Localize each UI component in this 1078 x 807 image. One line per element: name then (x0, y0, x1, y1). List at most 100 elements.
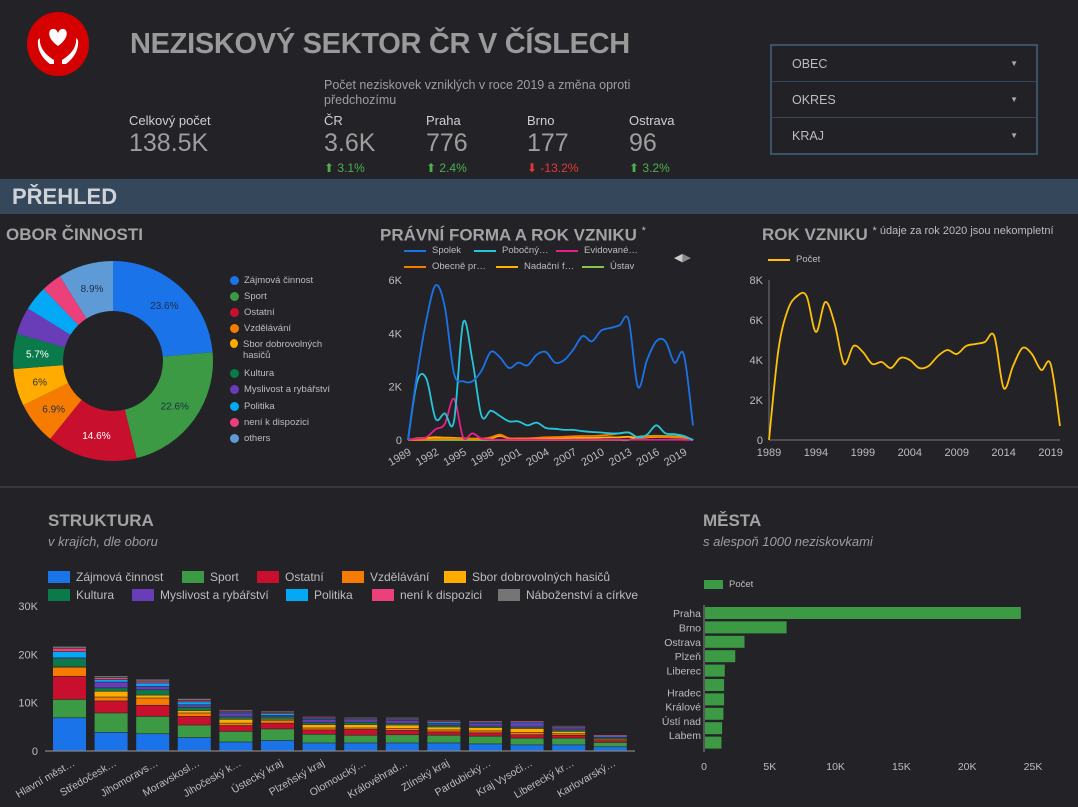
bar-segment[interactable] (136, 695, 170, 698)
bar-segment[interactable] (469, 726, 502, 728)
legend-item[interactable]: Myslivost a rybářství (230, 384, 330, 395)
bar-segment[interactable] (510, 732, 544, 735)
bar-segment[interactable] (261, 721, 294, 723)
bar-segment[interactable] (593, 740, 627, 743)
bar-segment[interactable] (302, 734, 336, 743)
legend-item[interactable]: Sbor dobrovolných hasičů (444, 570, 610, 584)
legend-item[interactable]: Kultura (230, 368, 274, 379)
bar-segment[interactable] (219, 709, 253, 711)
filter-obec-dropdown[interactable]: OBEC ▼ (772, 46, 1036, 82)
bar-segment[interactable] (344, 743, 378, 751)
bar-segment[interactable] (552, 728, 586, 730)
bar[interactable] (705, 722, 723, 735)
prev-page-icon[interactable]: ◀ (674, 252, 683, 264)
bar-segment[interactable] (94, 679, 128, 682)
bar-segment[interactable] (427, 735, 461, 743)
bar-segment[interactable] (177, 702, 211, 705)
bar-segment[interactable] (136, 683, 170, 687)
bar-segment[interactable] (302, 722, 336, 725)
pie-slice[interactable] (13, 365, 69, 406)
bar[interactable] (705, 650, 736, 663)
bar[interactable] (705, 621, 787, 634)
legend-item[interactable]: Náboženství a církve (498, 588, 638, 602)
bar-segment[interactable] (94, 713, 128, 733)
legend-item[interactable]: Ostatní (257, 570, 324, 584)
bar-segment[interactable] (136, 690, 170, 695)
pie-slice[interactable] (43, 276, 87, 325)
bar[interactable] (705, 664, 725, 677)
bar-segment[interactable] (302, 743, 336, 751)
bar-segment[interactable] (552, 735, 586, 738)
bar-segment[interactable] (53, 699, 86, 718)
bar-segment[interactable] (136, 679, 170, 681)
bar-segment[interactable] (385, 728, 419, 731)
bar-segment[interactable] (552, 738, 586, 745)
bar-segment[interactable] (385, 743, 419, 751)
bar-segment[interactable] (427, 723, 461, 725)
bar-segment[interactable] (219, 731, 253, 742)
bar-segment[interactable] (385, 735, 419, 743)
legend-item[interactable]: Nadační f… (496, 261, 574, 272)
pie-slice[interactable] (124, 352, 213, 459)
legend-item[interactable]: Myslivost a rybářství (132, 588, 269, 602)
bar-segment[interactable] (136, 681, 170, 683)
bar-segment[interactable] (177, 700, 211, 702)
bar-segment[interactable] (552, 745, 586, 751)
filter-okres-dropdown[interactable]: OKRES ▼ (772, 82, 1036, 118)
bar-segment[interactable] (177, 737, 211, 751)
bar[interactable] (705, 736, 722, 749)
pie-slice[interactable] (16, 308, 71, 348)
bar-segment[interactable] (302, 724, 336, 728)
bar-segment[interactable] (510, 728, 544, 733)
bar[interactable] (705, 607, 1021, 619)
bar-segment[interactable] (136, 698, 170, 705)
legend-item[interactable]: others (230, 433, 270, 444)
bar-segment[interactable] (53, 658, 86, 667)
bar-segment[interactable] (344, 722, 378, 725)
bar-segment[interactable] (136, 716, 170, 734)
bar-segment[interactable] (94, 676, 128, 678)
filter-kraj-dropdown[interactable]: KRAJ ▼ (772, 118, 1036, 153)
bar-segment[interactable] (552, 734, 586, 735)
bar-segment[interactable] (385, 720, 419, 723)
bar-segment[interactable] (427, 727, 461, 730)
pie-slice[interactable] (50, 399, 137, 461)
bar-segment[interactable] (136, 734, 170, 751)
bar-segment[interactable] (261, 713, 294, 716)
bar-segment[interactable] (177, 725, 211, 738)
bar-segment[interactable] (177, 716, 211, 725)
bar-segment[interactable] (261, 719, 294, 721)
bar-segment[interactable] (219, 713, 253, 717)
bar-segment[interactable] (344, 729, 378, 735)
bar-segment[interactable] (302, 728, 336, 730)
bar-segment[interactable] (261, 723, 294, 729)
rok-line-počet[interactable] (768, 291, 1061, 441)
pravni-line-pobočný-spolek[interactable] (407, 319, 694, 441)
bar-segment[interactable] (385, 723, 419, 725)
bar-segment[interactable] (261, 717, 294, 719)
bar[interactable] (705, 635, 745, 648)
bar-segment[interactable] (593, 736, 627, 738)
pravni-line-obecně-prospěšná-společnost[interactable] (407, 431, 694, 441)
pravni-line-evidované-právnické-osoby[interactable] (407, 397, 694, 441)
bar-segment[interactable] (344, 720, 378, 722)
bar-segment[interactable] (261, 740, 294, 751)
bar-segment[interactable] (219, 717, 253, 719)
bar-segment[interactable] (219, 723, 253, 726)
bar-segment[interactable] (427, 730, 461, 732)
bar-segment[interactable] (469, 727, 502, 731)
bar-segment[interactable] (510, 735, 544, 738)
bar-segment[interactable] (94, 697, 128, 701)
legend-item[interactable]: Sport (182, 570, 239, 584)
bar-segment[interactable] (94, 701, 128, 713)
bar-segment[interactable] (94, 732, 128, 751)
legend-item[interactable]: Ostatní (230, 307, 275, 318)
legend-item[interactable]: Politika (230, 401, 275, 412)
pie-slice[interactable] (59, 261, 113, 319)
bar-segment[interactable] (94, 688, 128, 691)
bar-segment[interactable] (344, 735, 378, 743)
bar-segment[interactable] (261, 711, 294, 713)
bar-segment[interactable] (261, 729, 294, 741)
bar-segment[interactable] (593, 742, 627, 747)
bar-segment[interactable] (427, 732, 461, 735)
